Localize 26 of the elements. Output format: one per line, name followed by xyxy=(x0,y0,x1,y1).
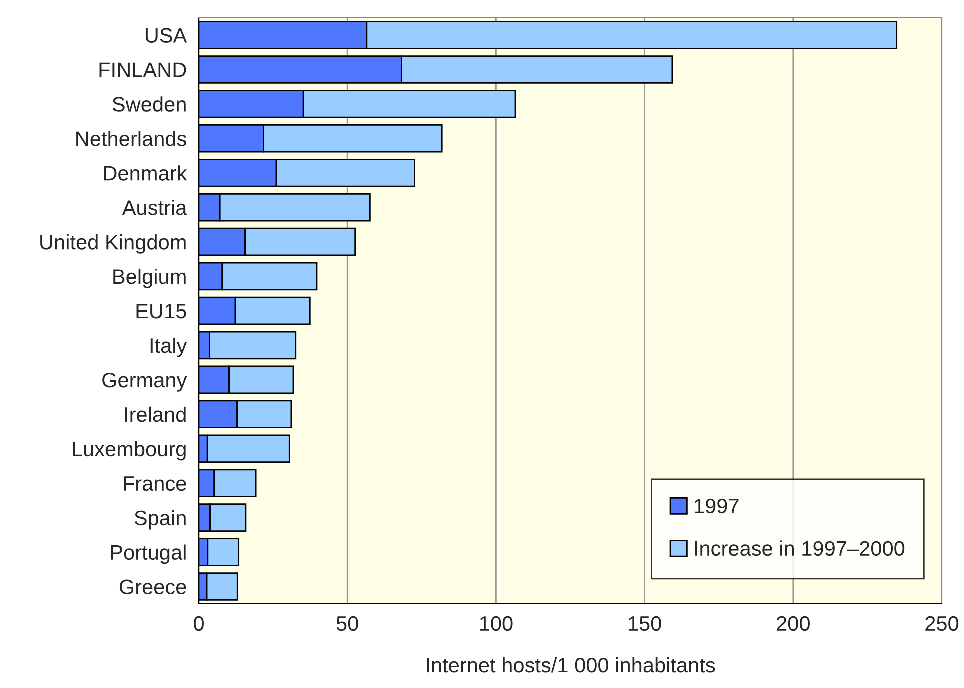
y-tick-label: Austria xyxy=(122,200,188,216)
y-tick-label: Denmark xyxy=(104,166,188,181)
x-tick-label: 200 xyxy=(777,616,810,632)
y-tick-label: United Kingdom xyxy=(40,234,186,254)
y-tick-label: Portugal xyxy=(111,544,186,564)
x-tick-label: 0 xyxy=(194,616,204,632)
y-tick-label: Italy xyxy=(150,338,188,358)
y-tick-label: Germany xyxy=(102,372,188,392)
y-tick-label: Ireland xyxy=(125,406,186,422)
legend-label: Increase in 1997–2000 xyxy=(695,540,905,556)
y-tick-label: France xyxy=(124,476,186,492)
y-tick-label: Sweden xyxy=(112,96,186,112)
y-tick-label: Luxembourg xyxy=(73,441,186,461)
x-axis-title: Internet hosts/1 000 inhabitants xyxy=(427,657,716,673)
y-tick-label: Belgium xyxy=(114,268,186,288)
x-tick-label: 150 xyxy=(629,616,662,632)
y-tick-label: EU15 xyxy=(136,304,186,319)
x-tick-label: 50 xyxy=(336,616,358,632)
y-tick-label: Greece xyxy=(120,580,186,595)
y-tick-label: FINLAND xyxy=(100,62,186,78)
x-tick-label: 250 xyxy=(926,616,959,632)
x-tick-label: 100 xyxy=(480,616,513,632)
y-tick-label: Spain xyxy=(134,510,186,530)
legend-label: 1997 xyxy=(695,498,739,514)
y-tick-label: Netherlands xyxy=(76,131,186,146)
y-tick-label: USA xyxy=(146,28,188,43)
